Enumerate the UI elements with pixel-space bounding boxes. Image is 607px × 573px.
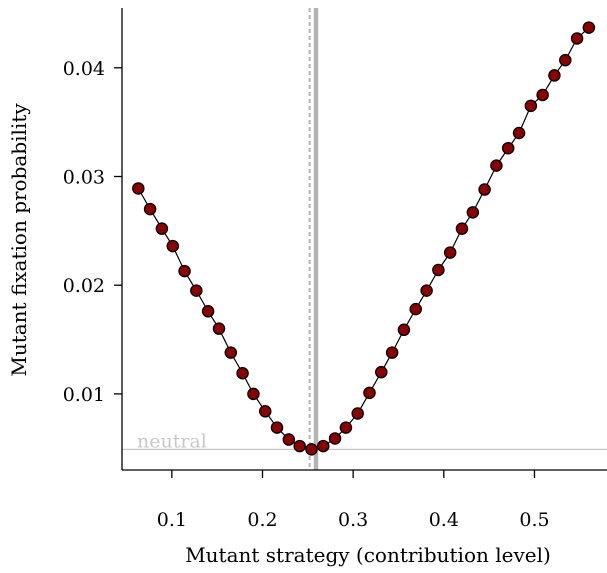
data-point (490, 159, 503, 172)
data-point (466, 206, 480, 219)
data-point (512, 126, 526, 140)
data-point (409, 302, 422, 316)
data-point (559, 53, 572, 67)
y-tick-label: 0.01 (63, 384, 105, 406)
data-point (363, 386, 376, 400)
data-point (317, 439, 330, 453)
data-point (305, 443, 318, 456)
data-point (524, 99, 538, 113)
data-point (328, 432, 342, 445)
data-point (236, 367, 249, 380)
data-point (258, 405, 272, 418)
x-tick-label: 0.3 (338, 509, 368, 531)
y-tick-label: 0.03 (63, 166, 105, 188)
data-point (224, 346, 238, 359)
data-point (397, 323, 411, 337)
y-ticks: 0.01 0.02 0.03 0.04 (63, 58, 122, 406)
y-tick-label: 0.04 (63, 58, 105, 80)
data-point (293, 439, 306, 453)
data-point (155, 222, 169, 235)
reference-lines: neutral (122, 8, 607, 470)
x-ticks: 0.1 0.2 0.3 0.4 0.5 (157, 470, 550, 531)
data-point (132, 182, 145, 195)
x-tick-label: 0.1 (157, 509, 187, 531)
data-point (420, 284, 433, 297)
data-point (143, 202, 157, 216)
data-point (178, 264, 191, 278)
x-tick-label: 0.4 (429, 509, 459, 531)
data-point (536, 88, 549, 102)
data-point (166, 239, 180, 253)
x-tick-label: 0.2 (247, 509, 277, 531)
data-point (351, 407, 364, 420)
data-point (190, 284, 203, 297)
data-point (501, 141, 515, 155)
series-line (137, 27, 590, 450)
neutral-label: neutral (137, 430, 207, 452)
data-point (455, 222, 469, 235)
data-point (582, 21, 596, 34)
data-point (385, 346, 399, 359)
axes (121, 8, 607, 471)
x-tick-label: 0.5 (519, 509, 549, 531)
data-point (339, 421, 353, 434)
data-point (201, 305, 215, 318)
series-line-layer (137, 27, 590, 450)
data-point (432, 263, 445, 277)
data-point (548, 69, 561, 82)
data-point (375, 365, 388, 379)
data-point (247, 387, 260, 401)
data-points (132, 21, 596, 456)
y-tick-label: 0.02 (63, 275, 105, 297)
data-point (282, 433, 296, 446)
x-axis-title: Mutant strategy (contribution level) (185, 543, 551, 567)
data-point (212, 322, 226, 335)
y-axis-title: Mutant fixation probability (7, 103, 31, 377)
data-point (270, 421, 284, 434)
data-point (478, 183, 491, 196)
data-point (570, 32, 584, 45)
data-point (443, 246, 457, 259)
